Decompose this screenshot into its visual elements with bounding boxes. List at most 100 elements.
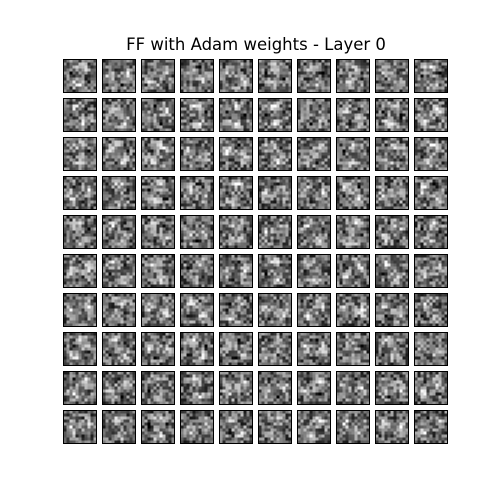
weight-cell (141, 98, 175, 132)
weight-cell (219, 215, 253, 249)
weight-cell (375, 215, 409, 249)
weight-cell (219, 176, 253, 210)
weight-cell (63, 254, 97, 288)
weight-cell (141, 332, 175, 366)
weight-cell (180, 254, 214, 288)
weight-cell (63, 137, 97, 171)
weight-cell (414, 98, 448, 132)
weight-cell (180, 332, 214, 366)
weight-cell (141, 59, 175, 93)
weight-cell (336, 371, 370, 405)
weight-cell (297, 137, 331, 171)
weight-cell (375, 59, 409, 93)
weight-cell (258, 176, 292, 210)
weight-cell (219, 293, 253, 327)
weight-cell (141, 176, 175, 210)
weight-cell (297, 254, 331, 288)
weight-cell (258, 59, 292, 93)
weight-cell (63, 59, 97, 93)
weight-cell (63, 371, 97, 405)
weight-cell (336, 176, 370, 210)
weight-cell (102, 59, 136, 93)
weight-cell (180, 98, 214, 132)
weight-cell (102, 137, 136, 171)
weight-cell (258, 371, 292, 405)
weight-cell (63, 215, 97, 249)
weight-cell (414, 176, 448, 210)
weight-cell (297, 59, 331, 93)
weight-cell (375, 98, 409, 132)
weight-cell (141, 410, 175, 444)
weight-cell (414, 293, 448, 327)
weight-cell (375, 293, 409, 327)
weight-cell (297, 332, 331, 366)
weight-cell (180, 293, 214, 327)
weight-cell (375, 371, 409, 405)
weight-cell (414, 215, 448, 249)
weight-cell (336, 59, 370, 93)
weight-cell (375, 410, 409, 444)
weight-cell (414, 332, 448, 366)
weight-cell (219, 59, 253, 93)
figure-title: FF with Adam weights - Layer 0 (126, 35, 386, 54)
weight-cell (414, 410, 448, 444)
weight-cell (63, 293, 97, 327)
weight-cell (258, 410, 292, 444)
weight-cell (375, 332, 409, 366)
weight-cell (141, 137, 175, 171)
weight-cell (297, 371, 331, 405)
weight-cell (219, 371, 253, 405)
weight-cell (297, 410, 331, 444)
weight-cell (336, 410, 370, 444)
weight-cell (102, 371, 136, 405)
weight-cell (219, 332, 253, 366)
weight-cell (63, 410, 97, 444)
weight-cell (258, 98, 292, 132)
weight-cell (63, 176, 97, 210)
weight-cell (375, 176, 409, 210)
weight-cell (102, 215, 136, 249)
weight-cell (180, 176, 214, 210)
weight-cell (141, 215, 175, 249)
weight-cell (180, 371, 214, 405)
weight-cell (258, 293, 292, 327)
weight-cell (219, 254, 253, 288)
weight-cell (219, 137, 253, 171)
weight-cell (414, 371, 448, 405)
weight-cell (219, 98, 253, 132)
weight-cell (180, 410, 214, 444)
weight-cell (336, 332, 370, 366)
weight-cell (102, 254, 136, 288)
weight-cell (297, 98, 331, 132)
weight-cell (258, 215, 292, 249)
weight-cell (414, 59, 448, 93)
weight-cell (102, 293, 136, 327)
weight-cell (336, 215, 370, 249)
weight-cell (141, 371, 175, 405)
weight-cell (375, 137, 409, 171)
weight-cell (297, 176, 331, 210)
weight-cell (141, 254, 175, 288)
weight-cell (141, 293, 175, 327)
weight-cell (63, 332, 97, 366)
weight-cell (336, 293, 370, 327)
weight-cell (258, 332, 292, 366)
weight-cell (63, 98, 97, 132)
weight-cell (102, 332, 136, 366)
weight-cell (375, 254, 409, 288)
weight-cell (180, 215, 214, 249)
weight-cell (297, 215, 331, 249)
weight-cell (102, 98, 136, 132)
weight-cell (414, 254, 448, 288)
weight-cell (336, 137, 370, 171)
weight-cell (297, 293, 331, 327)
weight-cell (336, 98, 370, 132)
weight-cell (414, 137, 448, 171)
weight-cell (102, 176, 136, 210)
weight-cell (102, 410, 136, 444)
weight-cell (258, 254, 292, 288)
weight-cell (180, 137, 214, 171)
weight-cell (180, 59, 214, 93)
